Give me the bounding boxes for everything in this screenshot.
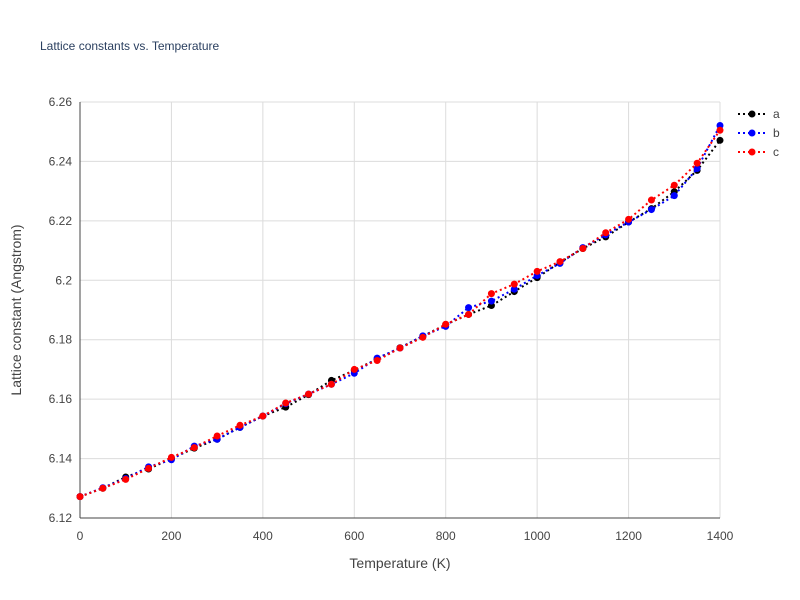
data-point-c (350, 365, 358, 373)
series-layer (76, 121, 724, 501)
legend-label-b: b (773, 126, 780, 140)
legend-marker-b (748, 129, 756, 137)
data-point-b (510, 285, 518, 293)
legend-item-c[interactable]: c (738, 145, 779, 159)
x-tick-label: 1200 (615, 529, 642, 543)
x-tick-label: 0 (77, 529, 84, 543)
data-point-c (373, 357, 381, 365)
data-point-b (670, 192, 678, 200)
data-point-c (213, 432, 221, 440)
x-tick-label: 600 (344, 529, 364, 543)
data-point-c (76, 493, 84, 501)
legend-marker-c (748, 148, 756, 156)
data-point-c (602, 229, 610, 237)
axes (79, 102, 720, 519)
data-point-c (396, 344, 404, 352)
data-point-c (419, 333, 427, 341)
data-point-c (259, 412, 267, 420)
series-line-b (79, 125, 721, 498)
series-c (76, 126, 724, 501)
series-line-a (79, 139, 721, 498)
grid (79, 101, 721, 519)
series-b (76, 121, 724, 501)
data-point-c (510, 280, 518, 288)
data-point-c (647, 196, 655, 204)
x-tick-label: 800 (436, 529, 456, 543)
data-point-c (190, 444, 198, 452)
data-point-c (533, 267, 541, 275)
chart-title: Lattice constants vs. Temperature (40, 39, 220, 53)
legend-item-a[interactable]: a (738, 107, 780, 121)
data-point-a (716, 136, 724, 144)
data-point-c (122, 475, 130, 483)
data-point-c (556, 258, 564, 266)
data-point-c (99, 484, 107, 492)
legend-marker-a (748, 110, 756, 118)
y-tick-label: 6.14 (49, 452, 73, 466)
data-point-c (305, 390, 313, 398)
y-tick-label: 6.22 (49, 214, 73, 228)
data-point-c (442, 320, 450, 328)
data-point-c (145, 464, 153, 472)
data-point-c (579, 244, 587, 252)
data-point-b (487, 297, 495, 305)
data-point-c (693, 159, 701, 167)
data-point-c (236, 421, 244, 429)
x-tick-label: 1000 (524, 529, 551, 543)
x-tick-label: 200 (161, 529, 181, 543)
x-tick-label: 400 (253, 529, 273, 543)
series-a (76, 136, 724, 501)
legend-label-c: c (773, 145, 779, 159)
data-point-c (167, 453, 175, 461)
y-tick-label: 6.16 (49, 392, 73, 406)
y-tick-label: 6.2 (55, 273, 72, 287)
y-tick-label: 6.18 (49, 333, 73, 347)
y-tick-label: 6.24 (49, 154, 73, 168)
data-point-b (647, 206, 655, 214)
series-line-c (79, 129, 721, 498)
data-point-c (465, 310, 473, 318)
tick-labels: 0 200 400 600 800 1000 1200 1400 6.12 6.14 6.16 6.1… (49, 95, 734, 543)
legend-label-a: a (773, 107, 780, 121)
data-point-c (716, 126, 724, 134)
x-axis-title: Temperature (K) (349, 555, 450, 571)
data-point-b (693, 165, 701, 173)
data-point-c (625, 215, 633, 223)
data-point-c (487, 290, 495, 298)
legend[interactable]: abc (738, 107, 780, 159)
y-axis-title: Lattice constant (Angstrom) (8, 224, 24, 395)
y-tick-label: 6.12 (49, 511, 73, 525)
data-point-c (282, 399, 290, 407)
data-point-c (670, 181, 678, 189)
data-point-b (465, 304, 473, 312)
y-tick-label: 6.26 (49, 95, 73, 109)
x-tick-label: 1400 (707, 529, 734, 543)
legend-item-b[interactable]: b (738, 126, 780, 140)
data-point-c (327, 380, 335, 388)
